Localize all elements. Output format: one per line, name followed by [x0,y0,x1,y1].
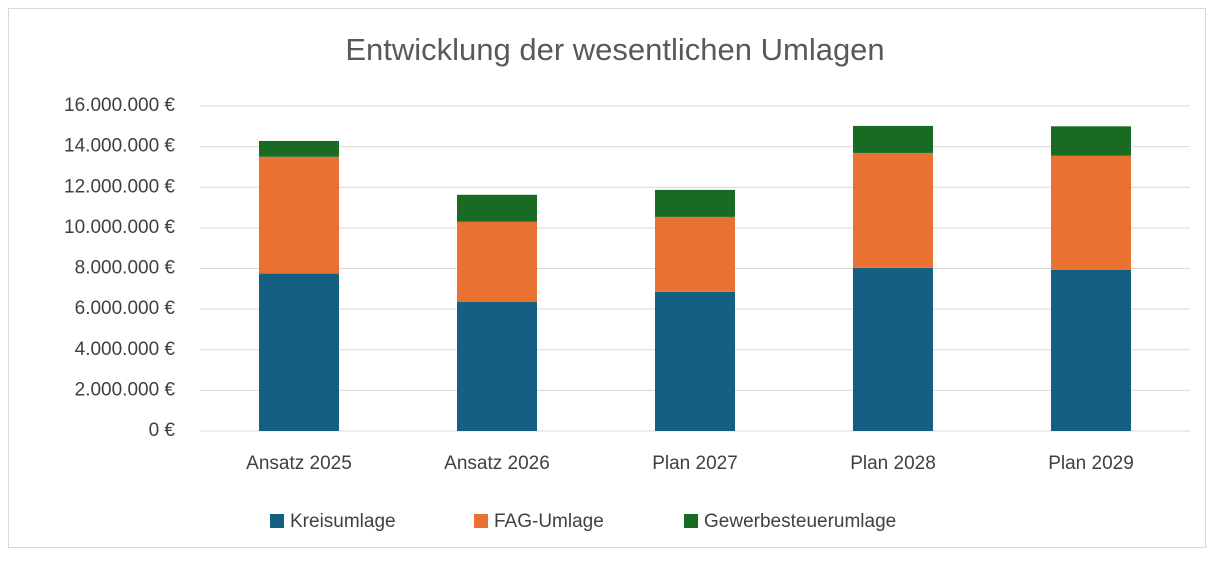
x-tick-label: Plan 2029 [1048,453,1134,474]
legend-label: Gewerbesteuerumlage [704,511,896,532]
bar-segment [1051,269,1131,431]
bar-segment [853,267,933,431]
legend-swatch [474,514,488,528]
bar-segment [259,140,339,157]
bar-segment [259,273,339,431]
bar-segment [853,152,933,268]
chart-frame [8,8,1206,548]
legend-label: FAG-Umlage [494,511,604,532]
bar-segment [853,125,933,153]
y-tick-label: 4.000.000 € [75,339,176,360]
y-tick-label: 6.000.000 € [75,298,176,319]
bar-segment [457,302,537,431]
bar-segment [655,216,735,292]
bar-segment [457,221,537,303]
bar-segment [259,156,339,274]
x-tick-label: Ansatz 2026 [444,453,550,474]
x-tick-label: Ansatz 2025 [246,453,352,474]
legend-swatch [270,514,284,528]
bar-segment [655,189,735,217]
y-tick-label: 0 € [149,420,176,441]
chart-title: Entwicklung der wesentlichen Umlagen [345,32,884,67]
y-tick-label: 16.000.000 € [64,95,175,116]
y-tick-label: 2.000.000 € [75,379,176,400]
y-tick-label: 8.000.000 € [75,258,176,279]
bar-segment [1051,155,1131,270]
x-tick-label: Plan 2027 [652,453,738,474]
y-tick-label: 14.000.000 € [64,136,175,157]
bar-segment [1051,126,1131,156]
legend-swatch [684,514,698,528]
legend-label: Kreisumlage [290,511,396,532]
y-tick-label: 12.000.000 € [64,176,175,197]
y-tick-label: 10.000.000 € [64,217,175,238]
bar-segment [655,291,735,431]
bar-segment [457,194,537,222]
x-tick-label: Plan 2028 [850,453,936,474]
